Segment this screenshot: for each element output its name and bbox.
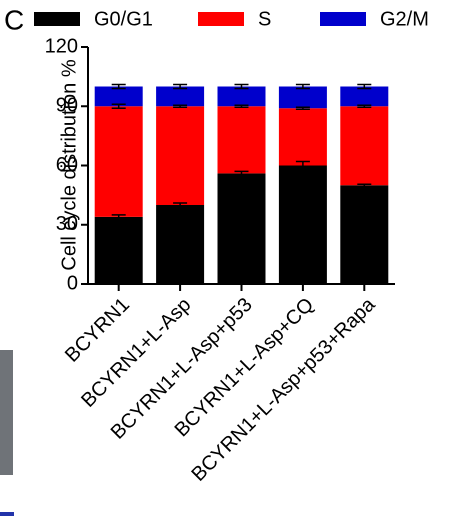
x-tick-label: BCYRN1+L-Asp (77, 294, 195, 412)
legend-swatch (198, 12, 244, 26)
y-tick-label: 120 (45, 35, 78, 57)
bar-segment (156, 87, 204, 107)
bar-segment (156, 106, 204, 205)
bar-segment (218, 87, 266, 107)
y-tick-label: 60 (56, 154, 78, 176)
y-tick-label: 30 (56, 213, 78, 235)
legend-swatch (320, 12, 366, 26)
chart: C Cell cycle distribution % 0306090120G0… (0, 0, 461, 520)
bar-segment (340, 87, 388, 107)
bar-segment (279, 108, 327, 165)
bar-segment (95, 87, 143, 107)
bar-segment (156, 205, 204, 284)
legend-label: G0/G1 (94, 8, 153, 30)
bar-segment (95, 217, 143, 284)
adjacent-panel-edge (0, 512, 14, 516)
legend-swatch (34, 12, 80, 26)
legend-label: G2/M (380, 8, 429, 30)
y-tick-label: 90 (56, 95, 78, 117)
bar-segment (279, 87, 327, 109)
bar-segment (95, 106, 143, 217)
y-tick-label: 0 (67, 272, 78, 294)
bar-segment (279, 166, 327, 285)
bar-segment (218, 173, 266, 284)
bar-segment (218, 106, 266, 173)
legend-label: S (258, 8, 271, 30)
bar-segment (340, 106, 388, 185)
bar-segment (340, 185, 388, 284)
panel-label: C (4, 4, 24, 35)
adjacent-panel-image (0, 350, 13, 475)
